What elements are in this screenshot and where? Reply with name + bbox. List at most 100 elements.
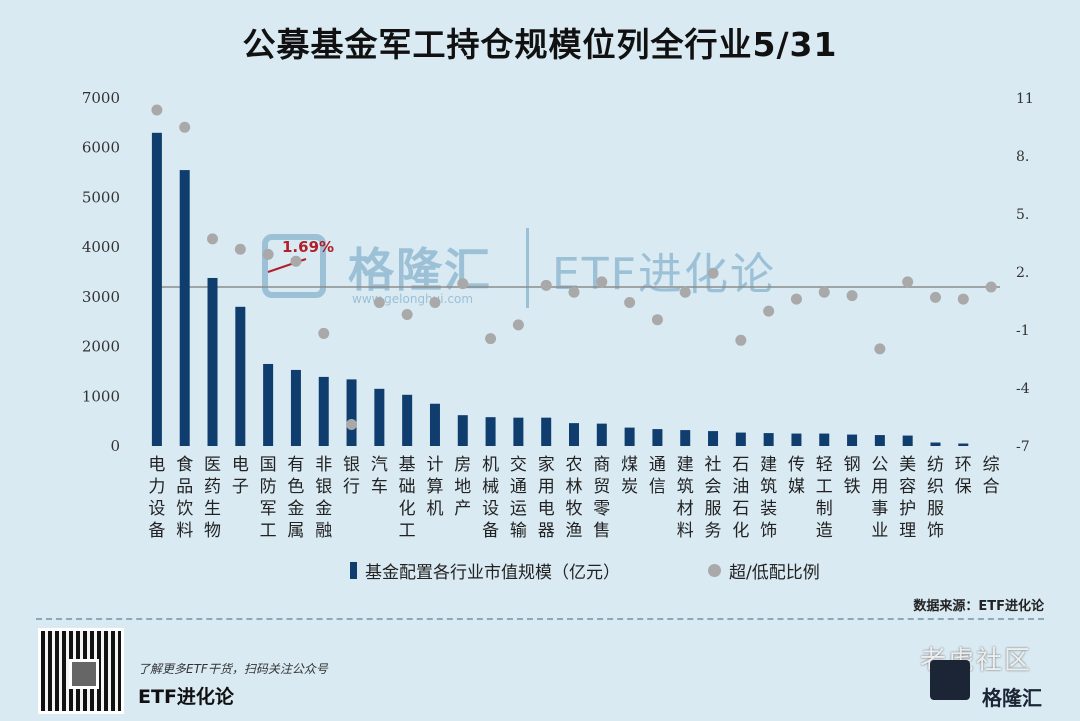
y-right-tick-label: 8. (1016, 149, 1029, 165)
x-category-label: 商贸零售 (593, 455, 610, 541)
data-source: 数据来源：ETF进化论 (913, 599, 1044, 614)
bar-环保 (958, 443, 969, 446)
y-right-tick-label: -4 (1016, 381, 1030, 397)
dot-基础化工 (401, 309, 413, 321)
x-category-label: 汽车 (371, 455, 388, 497)
x-category-label: 机械设备 (482, 455, 499, 541)
dot-食品饮料 (179, 121, 191, 133)
qr-code-icon[interactable] (38, 628, 124, 714)
dot-社会服务 (707, 267, 719, 279)
y-left-tick-label: 1000 (82, 387, 120, 405)
x-category-label: 计算机 (426, 455, 443, 519)
bar-电力设备 (151, 132, 162, 447)
x-category-label: 建筑材料 (677, 455, 694, 541)
dot-建筑材料 (679, 286, 691, 298)
y-right-tick-label: 2. (1016, 265, 1029, 281)
bar-电子 (235, 306, 246, 446)
bar-scatter-chart: 7000 6000 5000 4000 3000 2000 1000 0 11 8. 5. 2. -1 -… (82, 89, 1034, 541)
dot-环保 (957, 293, 969, 305)
bar-石油石化 (735, 432, 746, 446)
gelonghui-logo-icon (262, 234, 326, 298)
bar-食品饮料 (179, 170, 190, 447)
dot-建筑装饰 (763, 305, 775, 317)
footer-promo: 了解更多ETF干货，扫码关注公众号 (138, 662, 328, 676)
legend-bar-swatch (350, 562, 357, 579)
x-category-label: 医药生物 (204, 455, 221, 541)
x-category-label: 美容护理 (899, 455, 916, 541)
legend-bar-label: 基金配置各行业市值规模（亿元） (365, 563, 620, 583)
dot-美容护理 (902, 276, 914, 288)
dot-轻工制造 (818, 286, 830, 298)
dot-石油石化 (735, 334, 747, 346)
dot-通信 (651, 314, 663, 326)
x-category-label: 农林牧渔 (566, 455, 583, 541)
x-category-label: 银行 (343, 455, 360, 497)
bar-交通运输 (513, 417, 524, 446)
x-category-label: 纺织服饰 (927, 455, 944, 541)
x-category-label: 公用事业 (871, 455, 888, 541)
x-category-label: 石油石化 (732, 455, 749, 541)
x-category-label: 煤炭 (621, 455, 638, 497)
corner-logo-icon (930, 660, 970, 700)
legend-bar-item: 基金配置各行业市值规模（亿元） (350, 558, 620, 583)
x-category-label: 环保 (955, 455, 972, 497)
bar-美容护理 (902, 435, 913, 446)
dot-非银金融 (318, 327, 330, 339)
dot-电子 (234, 243, 246, 255)
x-category-label: 社会服务 (705, 455, 722, 541)
dot-农林牧渔 (568, 286, 580, 298)
x-category-label: 传媒 (788, 455, 805, 497)
bar-房地产 (457, 415, 468, 446)
qr-center-icon (69, 659, 99, 689)
corner-watermark-sub: 格隆汇 (982, 686, 1042, 710)
dot-房地产 (457, 278, 469, 290)
bar-轻工制造 (819, 433, 830, 446)
bar-医药生物 (207, 277, 218, 446)
bar-社会服务 (708, 431, 719, 446)
x-category-label: 国防军工 (260, 455, 277, 541)
x-category-label: 房地产 (454, 455, 471, 519)
bar-建筑装饰 (763, 433, 774, 446)
dot-汽车 (373, 297, 385, 309)
dot-家用电器 (540, 279, 552, 291)
bar-计算机 (429, 403, 440, 446)
dot-钢铁 (846, 290, 858, 302)
bar-建筑材料 (680, 430, 691, 446)
x-category-label: 交通运输 (510, 455, 527, 541)
watermark: 格隆汇 www.gelonghui.com ETF进化论 (262, 228, 822, 308)
bar-汽车 (374, 388, 385, 446)
dot-电力设备 (151, 104, 163, 116)
bar-煤炭 (624, 427, 635, 446)
dot-计算机 (429, 297, 441, 309)
bar-非银金融 (318, 376, 329, 446)
y-left-tick-label: 0 (110, 437, 120, 455)
bar-国防军工 (263, 363, 274, 446)
bar-公用事业 (874, 435, 885, 446)
dot-医药生物 (207, 233, 219, 245)
bar-传媒 (791, 433, 802, 446)
x-category-label: 钢铁 (844, 455, 861, 497)
bar-基础化工 (402, 394, 413, 446)
bar-机械设备 (485, 417, 496, 446)
footer-divider (36, 618, 1044, 620)
y-left-tick-label: 4000 (82, 238, 120, 256)
dot-公用事业 (874, 343, 886, 355)
dot-国防军工 (262, 248, 274, 260)
x-category-label: 建筑装饰 (760, 455, 777, 541)
dot-纺织服饰 (929, 291, 941, 303)
dot-机械设备 (485, 333, 497, 345)
x-category-label: 基础化工 (399, 455, 416, 541)
x-category-label: 有色金属 (287, 455, 304, 541)
dot-交通运输 (512, 319, 524, 331)
dot-商贸零售 (596, 276, 608, 288)
y-right-tick-label: 11 (1016, 91, 1034, 107)
bar-通信 (652, 429, 663, 446)
military-annotation: 1.69% (282, 238, 335, 256)
bar-纺织服饰 (930, 442, 941, 446)
y-left-tick-label: 7000 (82, 89, 120, 107)
x-category-label: 通信 (649, 455, 666, 497)
footer-brand: ETF进化论 (138, 686, 234, 708)
dot-煤炭 (624, 297, 636, 309)
x-category-label: 综合 (983, 455, 1000, 497)
x-category-label: 电子 (232, 455, 249, 497)
